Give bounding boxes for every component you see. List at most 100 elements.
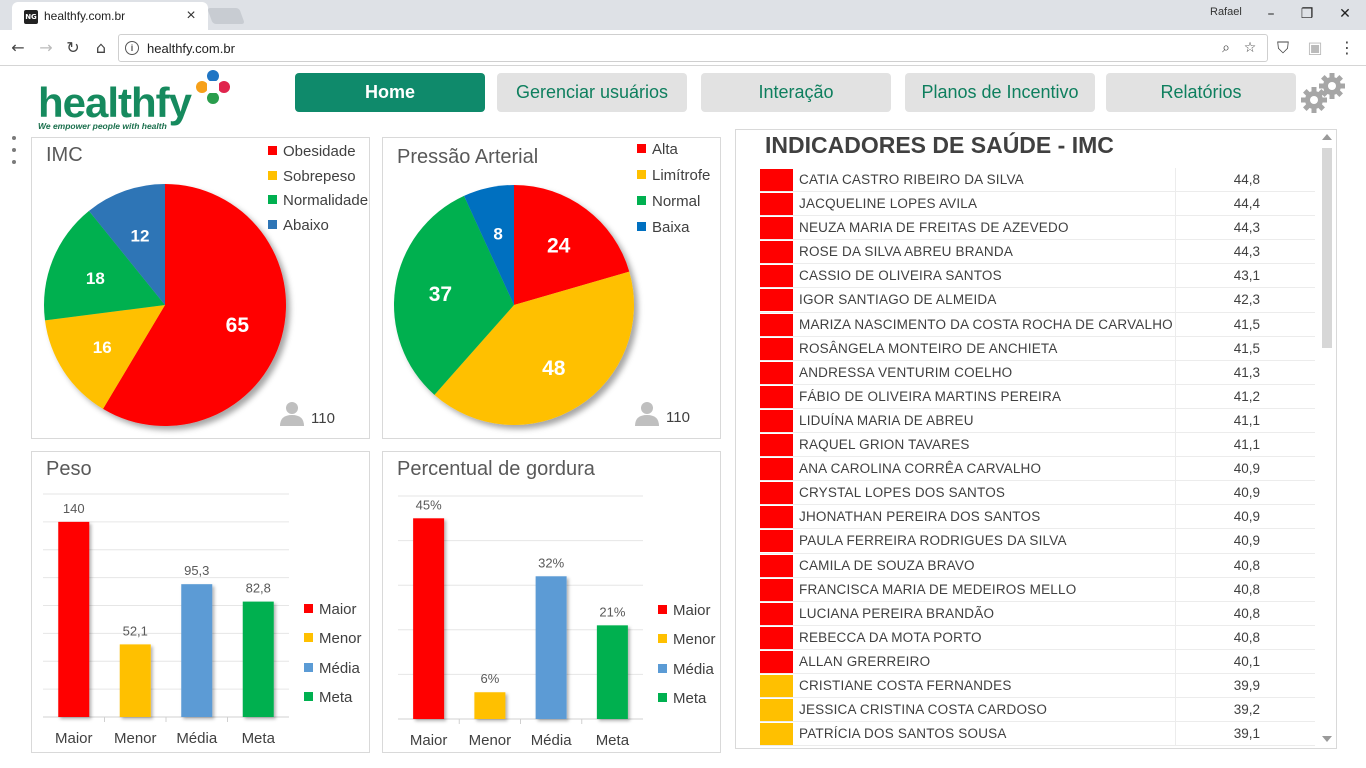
pie-slice-sobrepeso[interactable] bbox=[44, 305, 165, 409]
status-swatch bbox=[760, 458, 793, 481]
table-row[interactable]: MARIZA NASCIMENTO DA COSTA ROCHA DE CARV… bbox=[760, 312, 1315, 337]
scroll-thumb[interactable] bbox=[1322, 148, 1332, 348]
patient-name: ANDRESSA VENTURIM COELHO bbox=[799, 364, 1013, 380]
healthfy-logo[interactable]: healthfy We empower people with health bbox=[38, 70, 238, 132]
pie-label-baixa: 8 bbox=[493, 224, 502, 243]
table-row[interactable]: IGOR SANTIAGO DE ALMEIDA 42,3 bbox=[760, 288, 1315, 313]
table-row[interactable]: ANDRESSA VENTURIM COELHO 41,3 bbox=[760, 360, 1315, 385]
table-row[interactable]: LUCIANA PEREIRA BRANDÃO 40,8 bbox=[760, 601, 1315, 626]
bar-maior[interactable] bbox=[58, 521, 90, 717]
profile-name[interactable]: Rafael bbox=[1210, 6, 1242, 18]
legend-label: Alta bbox=[652, 141, 678, 158]
nav-planos-de-incentivo[interactable]: Planos de Incentivo bbox=[905, 73, 1095, 112]
pie-slice-alta[interactable] bbox=[514, 185, 630, 305]
imc-value: 40,1 bbox=[1233, 653, 1260, 669]
user-icon bbox=[635, 402, 659, 426]
address-bar[interactable]: i healthfy.com.br ⌕ ☆ bbox=[118, 34, 1268, 62]
scroll-up-icon[interactable] bbox=[1322, 134, 1332, 140]
bookmark-star-icon[interactable]: ☆ bbox=[1243, 40, 1257, 56]
table-row[interactable]: CRYSTAL LOPES DOS SANTOS 40,9 bbox=[760, 481, 1315, 506]
browser-menu-icon[interactable]: ⋮ bbox=[1339, 38, 1355, 57]
bar-media[interactable] bbox=[535, 576, 567, 719]
category-label-maior: Maior bbox=[410, 732, 448, 749]
bar-meta[interactable] bbox=[596, 625, 628, 719]
table-row[interactable]: CASSIO DE OLIVEIRA SANTOS 43,1 bbox=[760, 264, 1315, 289]
bar-value-menor: 6% bbox=[480, 671, 499, 686]
category-label-menor: Menor bbox=[114, 730, 157, 747]
site-info-icon[interactable]: i bbox=[125, 41, 139, 55]
peso-bar-chart: 140 Maior 52,1 Menor 95,3 Média 82,8 Meta bbox=[43, 493, 289, 747]
maximize-icon[interactable]: ❐ bbox=[1300, 6, 1314, 22]
pie-slice-normalidade[interactable] bbox=[44, 210, 165, 321]
patient-name: FÁBIO DE OLIVEIRA MARTINS PEREIRA bbox=[799, 388, 1062, 404]
nav-gerenciar-usuarios[interactable]: Gerenciar usuários bbox=[497, 73, 687, 112]
pie-slice-normal[interactable] bbox=[394, 195, 514, 395]
scroll-down-icon[interactable] bbox=[1322, 736, 1332, 742]
table-row[interactable]: JESSICA CRISTINA COSTA CARDOSO 39,2 bbox=[760, 698, 1315, 723]
nav-relatorios[interactable]: Relatórios bbox=[1106, 73, 1296, 112]
table-row[interactable]: FRANCISCA MARIA DE MEDEIROS MELLO 40,8 bbox=[760, 577, 1315, 602]
table-row[interactable]: JHONATHAN PEREIRA DOS SANTOS 40,9 bbox=[760, 505, 1315, 530]
home-icon[interactable]: ⌂ bbox=[95, 38, 107, 57]
patient-name: CRYSTAL LOPES DOS SANTOS bbox=[799, 485, 1006, 501]
bar-value-meta: 21% bbox=[599, 604, 625, 619]
settings-gear-icon[interactable] bbox=[1298, 70, 1350, 114]
table-row[interactable]: CATIA CASTRO RIBEIRO DA SILVA 44,8 bbox=[760, 168, 1315, 193]
nav-interacao[interactable]: Interação bbox=[701, 73, 891, 112]
patient-name: ROSE DA SILVA ABREU BRANDA bbox=[799, 244, 1014, 260]
new-tab-button[interactable] bbox=[207, 8, 245, 24]
table-row[interactable]: CAMILA DE SOUZA BRAVO 40,8 bbox=[760, 553, 1315, 578]
bar-media[interactable] bbox=[181, 584, 213, 717]
pie-slice-abaixo[interactable] bbox=[88, 184, 165, 305]
back-icon[interactable]: ← bbox=[11, 38, 25, 57]
legend-label: Maior bbox=[673, 602, 711, 619]
table-row[interactable]: NEUZA MARIA DE FREITAS DE AZEVEDO 44,3 bbox=[760, 216, 1315, 241]
patient-name: RAQUEL GRION TAVARES bbox=[799, 437, 970, 453]
bar-meta[interactable] bbox=[242, 601, 274, 717]
column-divider bbox=[1175, 577, 1176, 602]
table-row[interactable]: CRISTIANE COSTA FERNANDES 39,9 bbox=[760, 673, 1315, 699]
legend-abaixo: Abaixo bbox=[268, 217, 329, 234]
imc-title: IMC bbox=[46, 144, 83, 166]
patient-name: JACQUELINE LOPES AVILA bbox=[799, 196, 978, 212]
legend-swatch bbox=[658, 605, 667, 614]
imc-value: 44,3 bbox=[1233, 244, 1260, 260]
table-row[interactable]: ALLAN GRERREIRO 40,1 bbox=[760, 649, 1315, 674]
nav-home[interactable]: Home bbox=[295, 73, 485, 112]
table-row[interactable]: REBECCA DA MOTA PORTO 40,8 bbox=[760, 625, 1315, 650]
table-row[interactable]: RAQUEL GRION TAVARES 41,1 bbox=[760, 433, 1315, 458]
table-row[interactable]: FÁBIO DE OLIVEIRA MARTINS PEREIRA 41,2 bbox=[760, 384, 1315, 409]
side-menu-icon[interactable] bbox=[12, 136, 20, 172]
status-swatch bbox=[760, 289, 793, 312]
bar-menor[interactable] bbox=[474, 692, 506, 719]
table-row[interactable]: PATRÍCIA DOS SANTOS SOUSA 39,1 bbox=[760, 722, 1315, 747]
zoom-icon[interactable]: ⌕ bbox=[1222, 40, 1230, 56]
patient-name: ALLAN GRERREIRO bbox=[799, 653, 931, 669]
tab-title: healthfy.com.br bbox=[44, 9, 126, 23]
gordura-bar-chart: 45% Maior 6% Menor 32% Média 21% Meta bbox=[398, 495, 643, 749]
table-row[interactable]: LIDUÍNA MARIA DE ABREU 41,1 bbox=[760, 408, 1315, 434]
patient-name: MARIZA NASCIMENTO DA COSTA ROCHA DE CARV… bbox=[799, 316, 1173, 332]
table-row[interactable]: ROSÂNGELA MONTEIRO DE ANCHIETA 41,5 bbox=[760, 336, 1315, 361]
table-row[interactable]: ANA CAROLINA CORRÊA CARVALHO 40,9 bbox=[760, 457, 1315, 482]
table-row[interactable]: ROSE DA SILVA ABREU BRANDA 44,3 bbox=[760, 240, 1315, 265]
pie-slice-obesidade[interactable] bbox=[103, 184, 287, 426]
status-swatch bbox=[760, 650, 793, 673]
bar-maior[interactable] bbox=[413, 518, 445, 719]
minimize-icon[interactable]: – bbox=[1267, 6, 1275, 22]
bar-menor[interactable] bbox=[119, 644, 151, 717]
category-label-media: Média bbox=[531, 732, 573, 749]
tab-close-icon[interactable]: × bbox=[186, 7, 196, 24]
table-row[interactable]: PAULA FERREIRA RODRIGUES DA SILVA 40,9 bbox=[760, 529, 1315, 554]
pie-slice-limitrofe[interactable] bbox=[434, 271, 634, 426]
reload-icon[interactable]: ↻ bbox=[66, 38, 80, 57]
table-row[interactable]: JACQUELINE LOPES AVILA 44,4 bbox=[760, 192, 1315, 217]
url-text[interactable]: healthfy.com.br bbox=[147, 41, 235, 56]
browser-tab[interactable]: NG healthfy.com.br × bbox=[12, 2, 208, 30]
table-scrollbar[interactable] bbox=[1320, 132, 1334, 746]
extension-icon[interactable]: ⛉ bbox=[1276, 38, 1289, 57]
forward-icon[interactable]: → bbox=[39, 38, 53, 57]
close-window-icon[interactable]: ✕ bbox=[1339, 6, 1351, 22]
pie-slice-baixa[interactable] bbox=[464, 185, 514, 305]
cast-icon[interactable]: ▣ bbox=[1307, 38, 1323, 57]
